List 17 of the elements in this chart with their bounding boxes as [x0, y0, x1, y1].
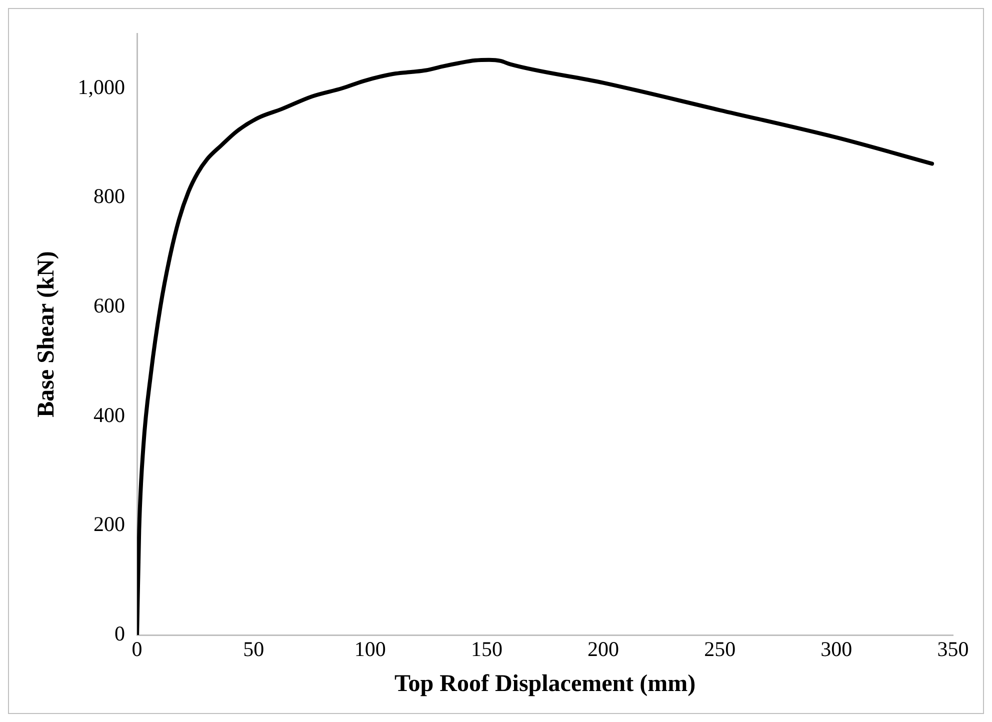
x-tick-label: 0 [132, 637, 142, 662]
y-axis-title: Base Shear (kN) [34, 251, 60, 418]
y-tick-label: 1,000 [78, 74, 126, 99]
x-tick-label: 150 [470, 637, 502, 662]
y-tick-label: 200 [94, 512, 126, 536]
y-tick-label: 0 [114, 622, 126, 646]
x-tick-label: 250 [704, 637, 736, 662]
y-tick-label: 600 [94, 293, 126, 318]
y-tick-label: 800 [94, 184, 126, 208]
x-tick-label: 100 [354, 637, 386, 662]
y-tick-label: 400 [94, 402, 126, 427]
line-series [137, 58, 934, 635]
x-tick-label: 200 [588, 637, 620, 662]
x-axis-title: Top Roof Displacement (mm) [394, 670, 696, 697]
x-tick-label: 50 [243, 637, 264, 662]
x-tick-label: 300 [820, 637, 852, 662]
x-tick-label: 350 [937, 637, 969, 662]
